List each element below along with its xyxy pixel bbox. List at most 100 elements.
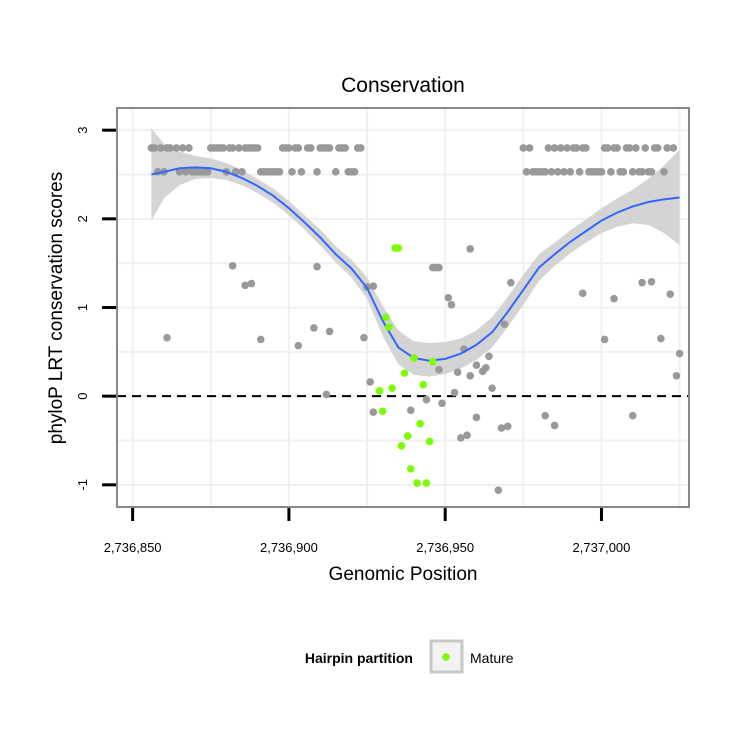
data-point-other	[306, 144, 315, 152]
data-point-other	[228, 262, 237, 270]
legend-mature-marker	[442, 653, 450, 661]
data-point-other	[660, 168, 668, 176]
data-point-other	[482, 363, 490, 372]
data-point-other	[438, 399, 446, 408]
data-point-other	[297, 168, 306, 176]
x-tick-label: 2,736,850	[104, 540, 162, 555]
x-tick-label: 2,736,900	[260, 540, 318, 555]
data-point-other	[578, 289, 587, 298]
data-point-mature	[394, 244, 403, 252]
data-point-mature	[422, 479, 431, 487]
data-point-other	[341, 144, 349, 152]
data-point-other	[435, 263, 443, 272]
data-point-other	[256, 335, 265, 344]
y-tick-label: 1	[75, 304, 90, 311]
data-point-other	[563, 144, 571, 152]
data-point-other	[663, 144, 671, 152]
data-point-other	[566, 168, 575, 176]
data-point-other	[666, 290, 675, 299]
data-point-other	[610, 294, 618, 303]
x-tick-label: 2,736,950	[416, 540, 474, 555]
data-point-other	[472, 361, 481, 369]
data-point-other	[294, 341, 303, 350]
data-point-mature	[388, 384, 396, 392]
data-point-mature	[397, 442, 406, 450]
chart-title: Conservation	[341, 74, 465, 97]
data-point-other	[203, 168, 212, 176]
data-point-other	[503, 422, 512, 431]
data-point-other	[525, 144, 534, 152]
legend-title: Hairpin partition	[305, 650, 413, 666]
data-point-other	[647, 168, 656, 176]
data-point-other	[447, 301, 456, 309]
data-point-other	[547, 168, 556, 176]
data-point-other	[156, 144, 165, 152]
panel-border	[116, 107, 690, 508]
data-point-other	[653, 144, 662, 152]
data-point-other	[675, 349, 684, 358]
data-point-other	[275, 168, 284, 176]
data-point-other	[544, 144, 553, 152]
data-point-other	[485, 352, 493, 361]
data-point-other	[550, 144, 559, 152]
data-point-other	[172, 144, 181, 152]
y-tick-label: 0	[75, 393, 90, 400]
data-point-other	[582, 144, 590, 152]
x-axis-title: Genomic Position	[329, 564, 478, 585]
data-point-other	[325, 144, 334, 152]
data-point-other	[550, 421, 559, 430]
data-point-other	[466, 245, 475, 253]
data-point-other	[497, 424, 506, 432]
data-point-other	[603, 144, 612, 152]
data-point-other	[628, 168, 637, 176]
data-point-other	[560, 168, 568, 176]
data-point-other	[235, 144, 243, 152]
data-point-other	[228, 144, 237, 152]
data-point-other	[466, 371, 475, 380]
data-point-other	[553, 168, 562, 176]
data-point-other	[519, 144, 528, 152]
data-point-other	[619, 168, 628, 176]
data-point-other	[557, 144, 565, 152]
data-point-other	[313, 262, 321, 271]
data-point-other	[313, 168, 321, 176]
data-point-other	[450, 388, 459, 397]
data-point-other	[597, 168, 606, 176]
data-point-other	[325, 327, 334, 336]
data-point-other	[444, 293, 453, 302]
data-point-other	[463, 431, 471, 439]
data-point-other	[366, 378, 374, 386]
data-point-other	[575, 168, 584, 176]
data-point-other	[175, 168, 184, 176]
data-point-other	[357, 144, 365, 152]
data-point-other	[331, 168, 340, 176]
data-point-mature	[416, 419, 424, 428]
data-point-other	[163, 333, 171, 342]
data-point-other	[285, 144, 293, 152]
data-point-mature	[413, 479, 421, 487]
data-point-other	[178, 144, 187, 152]
data-point-other	[247, 279, 256, 288]
data-point-mature	[410, 354, 418, 362]
data-point-other	[288, 168, 296, 176]
data-point-other	[310, 324, 318, 332]
data-point-other	[435, 365, 443, 374]
data-point-other	[500, 320, 509, 329]
y-tick-label: -1	[75, 479, 90, 491]
y-tick-label: 3	[75, 127, 90, 134]
data-point-other	[572, 144, 581, 152]
data-point-other	[457, 434, 465, 442]
data-point-mature	[403, 432, 412, 440]
data-point-other	[625, 144, 634, 152]
legend: Hairpin partition Mature	[305, 639, 514, 674]
data-point-other	[253, 144, 262, 152]
data-point-other	[638, 278, 646, 287]
data-point-other	[181, 168, 190, 176]
data-point-other	[453, 368, 462, 377]
data-point-other	[238, 168, 246, 176]
data-point-other	[507, 278, 515, 287]
data-point-mature	[428, 357, 437, 366]
data-point-other	[522, 168, 531, 176]
data-point-other	[613, 144, 621, 152]
data-point-other	[672, 371, 681, 380]
